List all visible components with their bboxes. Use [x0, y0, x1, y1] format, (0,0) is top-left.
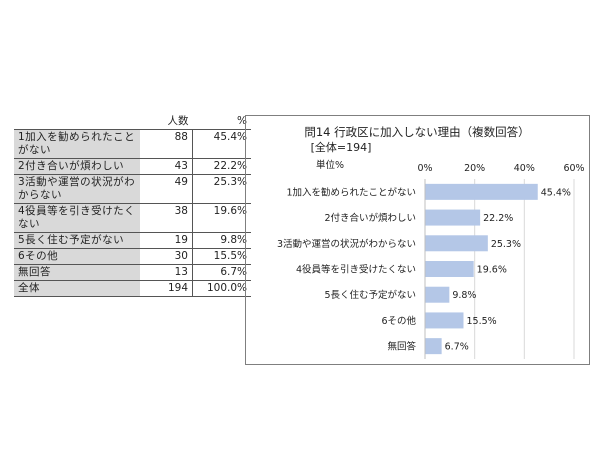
- row-percent: 100.0%: [192, 280, 251, 297]
- category-label: 4役員等を引き受けたくない: [296, 264, 416, 276]
- category-label: 3活動や運営の状況がわからない: [277, 238, 416, 250]
- chart-title: 問14 行政区に加入しない理由（複数回答）: [304, 125, 529, 139]
- x-tick-label: 20%: [464, 163, 485, 174]
- chart-subtitle: [全体=194]: [311, 140, 372, 154]
- x-tick-label: 60%: [563, 163, 584, 174]
- value-label: 9.8%: [452, 290, 476, 301]
- value-label: 45.4%: [541, 187, 571, 198]
- bar-chart: 問14 行政区に加入しない理由（複数回答）[全体=194] 単位% 0% 20% 40%…: [277, 125, 585, 359]
- table-row: 1加入を勧められたことがない 88 45.4%: [14, 129, 251, 159]
- value-label: 25.3%: [491, 239, 521, 250]
- unit-label: 単位%: [316, 159, 344, 171]
- header-count: 人数: [167, 115, 189, 127]
- row-percent: 15.5%: [192, 248, 251, 265]
- value-label: 19.6%: [477, 265, 507, 276]
- bar: [425, 261, 474, 277]
- row-label: 2付き合いが煩わしい: [14, 158, 140, 175]
- header-blank: [14, 112, 140, 130]
- row-label: 全体: [14, 280, 140, 297]
- table-row: 無回答 13 6.7%: [14, 264, 251, 281]
- table-header-row: 人数 %: [14, 112, 251, 130]
- row-percent: 45.4%: [192, 129, 251, 159]
- category-label: 5長く住む予定がない: [324, 289, 416, 301]
- category-label: 2付き合いが煩わしい: [324, 212, 416, 224]
- row-percent: 19.6%: [192, 203, 251, 233]
- header-percent: %: [237, 114, 247, 127]
- table-row: 全体 194 100.0%: [14, 280, 251, 297]
- data-table: 人数 % 1加入を勧められたことがない 88 45.4% 2付き合いが煩わしい 43 22…: [14, 112, 251, 297]
- bar: [425, 209, 481, 226]
- category-label: 1加入を勧められたことがない: [286, 186, 416, 198]
- bar: [425, 312, 464, 329]
- row-label: 5長く住む予定がない: [14, 232, 140, 249]
- table-row: 4役員等を引き受けたくない 38 19.6%: [14, 203, 251, 233]
- bar: [425, 286, 450, 303]
- table-row: 2付き合いが煩わしい 43 22.2%: [14, 158, 251, 175]
- row-count: 49: [140, 174, 193, 204]
- row-percent: 22.2%: [192, 158, 251, 175]
- bar: [425, 338, 442, 355]
- table-row: 6その他 30 15.5%: [14, 248, 251, 265]
- row-count: 13: [140, 264, 193, 281]
- row-label: 1加入を勧められたことがない: [14, 129, 140, 159]
- value-label: 15.5%: [466, 316, 496, 327]
- row-count: 19: [140, 232, 193, 249]
- row-label: 4役員等を引き受けたくない: [14, 203, 140, 233]
- bar: [425, 183, 538, 200]
- row-label: 3活動や運営の状況がわからない: [14, 174, 140, 204]
- category-label: 6その他: [381, 315, 416, 327]
- row-count: 194: [140, 280, 193, 297]
- table-body: 1加入を勧められたことがない 88 45.4% 2付き合いが煩わしい 43 22.2% 3活…: [14, 129, 251, 297]
- row-label: 6その他: [14, 248, 140, 265]
- bar: [425, 235, 488, 252]
- category-label: 無回答: [387, 341, 416, 353]
- table-row: 3活動や運営の状況がわからない 49 25.3%: [14, 174, 251, 204]
- x-tick-label: 0%: [417, 163, 432, 174]
- row-count: 88: [140, 129, 193, 159]
- x-tick-label: 40%: [514, 163, 535, 174]
- row-count: 38: [140, 203, 193, 233]
- row-percent: 9.8%: [192, 232, 251, 249]
- row-count: 30: [140, 248, 193, 265]
- table-row: 5長く住む予定がない 19 9.8%: [14, 232, 251, 249]
- row-percent: 25.3%: [192, 174, 251, 204]
- value-label: 6.7%: [445, 342, 469, 353]
- row-label: 無回答: [14, 264, 140, 281]
- row-percent: 6.7%: [192, 264, 251, 281]
- value-label: 22.2%: [483, 213, 513, 224]
- row-count: 43: [140, 158, 193, 175]
- chart-frame: 問14 行政区に加入しない理由（複数回答） [全体=194] 単位% 0% 20% 40%…: [245, 115, 590, 365]
